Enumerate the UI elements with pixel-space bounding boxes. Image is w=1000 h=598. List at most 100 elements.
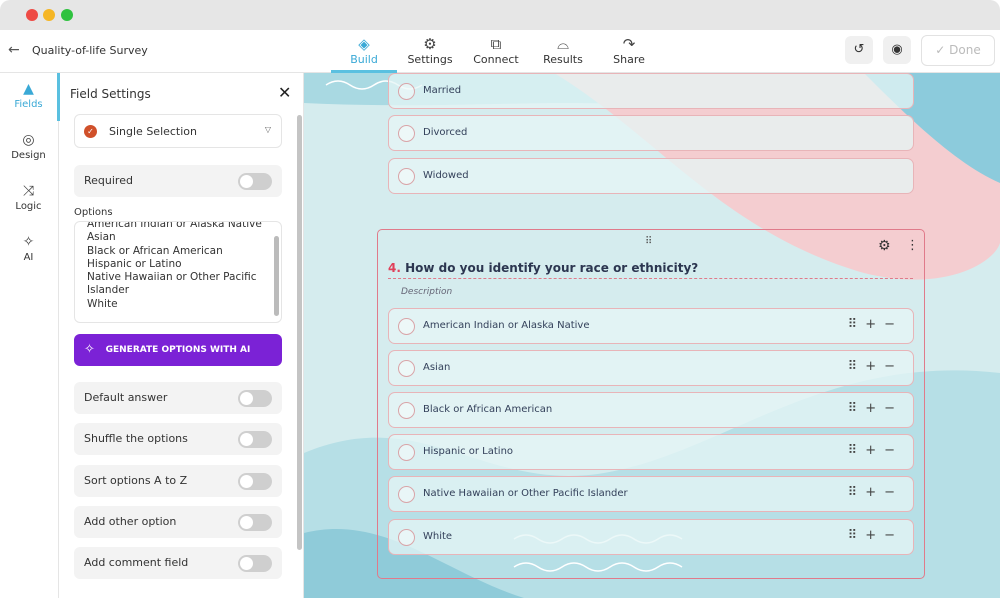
option-label[interactable]: Black or African American bbox=[423, 404, 553, 416]
required-toggle[interactable] bbox=[238, 173, 272, 190]
preview-button[interactable]: ◉ bbox=[883, 36, 911, 64]
minus-icon[interactable]: − bbox=[884, 317, 903, 332]
more-vertical-icon[interactable]: ⋮ bbox=[906, 238, 919, 253]
toggle-switch[interactable] bbox=[238, 472, 272, 490]
plus-icon[interactable]: + bbox=[865, 527, 885, 543]
minus-icon[interactable]: − bbox=[884, 401, 903, 417]
tab-connect[interactable]: ⧉ Connect bbox=[463, 35, 529, 66]
gear-icon[interactable]: ⚙ bbox=[878, 238, 891, 254]
required-label: Required bbox=[84, 174, 133, 187]
radio-button[interactable] bbox=[398, 360, 415, 378]
textarea-scrollbar[interactable] bbox=[274, 236, 279, 316]
tab-label: Share bbox=[613, 53, 645, 66]
radio-button[interactable] bbox=[398, 125, 415, 143]
drag-handle-icon[interactable]: ⠿ bbox=[645, 236, 653, 247]
radio-button[interactable] bbox=[398, 318, 415, 335]
left-rail: ▲ Fields ◎ Design ⤨ Logic ✧ AI bbox=[0, 73, 59, 598]
rail-label: AI bbox=[23, 252, 34, 263]
layers-icon: ◈ bbox=[358, 35, 370, 53]
radio-button[interactable] bbox=[398, 167, 415, 185]
tab-build[interactable]: ◈ Build bbox=[331, 35, 397, 66]
choice-option[interactable]: Married bbox=[388, 73, 914, 109]
radio-button[interactable] bbox=[398, 486, 415, 504]
radio-button[interactable] bbox=[398, 83, 415, 100]
tab-label: Results bbox=[543, 53, 583, 66]
choice-option[interactable]: White ⠿+− bbox=[388, 518, 914, 555]
option-line: White bbox=[87, 297, 118, 310]
choice-option[interactable]: American Indian or Alaska Native ⠿+− bbox=[388, 308, 914, 344]
plus-icon[interactable]: + bbox=[865, 443, 885, 459]
close-icon[interactable]: ✕ bbox=[278, 83, 292, 102]
choice-option[interactable]: Hispanic or Latino ⠿+− bbox=[388, 434, 914, 471]
tab-results[interactable]: ⌓ Results bbox=[530, 35, 596, 66]
choice-option[interactable]: Black or African American ⠿+− bbox=[388, 392, 914, 429]
option-line: American Indian or Alaska Native bbox=[87, 221, 262, 230]
close-window-button[interactable] bbox=[26, 9, 38, 21]
rail-ai[interactable]: ✧ AI bbox=[0, 234, 57, 263]
plus-icon[interactable]: + bbox=[865, 401, 885, 417]
history-button[interactable]: ↺ bbox=[845, 36, 873, 64]
question-card[interactable]: ⠿ ⚙ ⋮ 4. How do you identify your race o… bbox=[377, 229, 925, 579]
minus-icon[interactable]: − bbox=[884, 443, 903, 459]
choice-option[interactable]: Widowed bbox=[388, 157, 914, 194]
plus-icon[interactable]: + bbox=[865, 317, 885, 332]
field-type-value: Single Selection bbox=[109, 125, 198, 138]
option-label: Married bbox=[423, 85, 462, 96]
toggle-switch[interactable] bbox=[238, 431, 272, 449]
back-arrow-icon[interactable]: ← bbox=[8, 42, 20, 58]
top-header: ← Quality-of-life Survey ◈ Build ⚙ Setting… bbox=[0, 30, 1000, 73]
plus-icon[interactable]: + bbox=[865, 359, 885, 375]
radio-button[interactable] bbox=[398, 444, 415, 462]
tab-share[interactable]: ↷ Share bbox=[596, 35, 662, 66]
choice-option[interactable]: Native Hawaiian or Other Pacific Islande… bbox=[388, 476, 914, 513]
minus-icon[interactable]: − bbox=[884, 485, 903, 501]
rail-fields[interactable]: ▲ Fields bbox=[0, 81, 57, 110]
drag-handle-icon[interactable]: ⠿ bbox=[847, 401, 866, 417]
drag-handle-icon[interactable]: ⠿ bbox=[847, 317, 866, 332]
survey-title: Quality-of-life Survey bbox=[32, 44, 148, 57]
plus-icon[interactable]: + bbox=[865, 485, 885, 501]
rail-design[interactable]: ◎ Design bbox=[0, 132, 57, 161]
toggle-label: Shuffle the options bbox=[84, 432, 188, 446]
tab-label: Settings bbox=[407, 53, 453, 66]
drag-handle-icon[interactable]: ⠿ bbox=[847, 443, 866, 459]
options-textarea[interactable]: American Indian or Alaska Native Asian Bla… bbox=[74, 221, 282, 323]
option-label[interactable]: White bbox=[423, 530, 453, 542]
drag-handle-icon[interactable]: ⠿ bbox=[847, 485, 866, 501]
done-button[interactable]: ✓ Done bbox=[921, 35, 995, 66]
option-label[interactable]: Hispanic or Latino bbox=[423, 446, 514, 458]
tab-settings[interactable]: ⚙ Settings bbox=[397, 35, 463, 66]
toggle-switch[interactable] bbox=[238, 513, 272, 531]
done-label: Done bbox=[949, 43, 981, 57]
option-label[interactable]: Native Hawaiian or Other Pacific Islande… bbox=[423, 488, 628, 500]
question-title[interactable]: 4. How do you identify your race or ethn… bbox=[388, 261, 913, 279]
question-description[interactable]: Description bbox=[401, 287, 453, 297]
gear-icon: ⚙ bbox=[423, 35, 437, 53]
minus-icon[interactable]: − bbox=[884, 359, 903, 375]
chevron-down-icon: ▽ bbox=[264, 125, 271, 134]
generate-options-ai-button[interactable]: ✧ GENERATE OPTIONS WITH AI bbox=[74, 334, 282, 366]
drag-handle-icon[interactable]: ⠿ bbox=[847, 527, 866, 543]
radio-button[interactable] bbox=[398, 402, 415, 420]
option-line: Black or African American bbox=[87, 244, 223, 257]
drag-handle-icon[interactable]: ⠿ bbox=[847, 359, 866, 375]
toggle-switch[interactable] bbox=[238, 555, 272, 573]
radio-button[interactable] bbox=[398, 528, 415, 546]
rail-logic[interactable]: ⤨ Logic bbox=[0, 183, 57, 212]
minus-icon[interactable]: − bbox=[884, 527, 903, 543]
option-label[interactable]: American Indian or Alaska Native bbox=[423, 320, 590, 331]
field-settings-panel: Field Settings ✕ ✓ Single Selection ▽ Re… bbox=[60, 73, 304, 598]
minimize-window-button[interactable] bbox=[43, 9, 55, 21]
option-label: Widowed bbox=[423, 169, 469, 181]
option-line: Native Hawaiian or Other Pacific bbox=[87, 271, 257, 284]
window-titlebar bbox=[0, 0, 1000, 30]
choice-option[interactable]: Divorced bbox=[388, 115, 914, 152]
maximize-window-button[interactable] bbox=[61, 9, 73, 21]
toggle-label: Sort options A to Z bbox=[84, 473, 188, 487]
toggle-switch[interactable] bbox=[238, 390, 272, 407]
panel-scrollbar[interactable] bbox=[297, 115, 302, 550]
choice-option[interactable]: Asian ⠿+− bbox=[388, 350, 914, 387]
options-label: Options bbox=[74, 207, 113, 218]
field-type-select[interactable]: ✓ Single Selection ▽ bbox=[74, 114, 282, 148]
option-label[interactable]: Asian bbox=[423, 362, 451, 374]
